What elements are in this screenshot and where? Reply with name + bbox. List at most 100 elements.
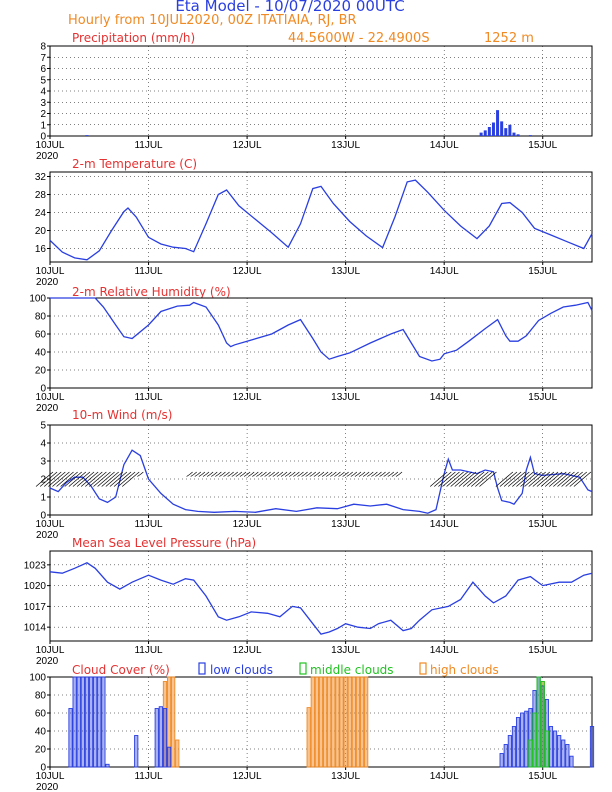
- wind-barb-flag: [378, 471, 382, 475]
- low-cloud-bar: [105, 763, 110, 768]
- precip-bar: [483, 130, 487, 136]
- wind-barb: [321, 474, 326, 477]
- wind-barb: [80, 474, 96, 487]
- wind-barb-flag: [193, 471, 197, 475]
- temp-xtick-label: 12JUL: [233, 266, 262, 277]
- wind-barb-flag: [62, 471, 66, 475]
- wind-barb: [313, 474, 318, 477]
- wind-barb-flag: [242, 471, 247, 475]
- wind-barb-flag: [345, 471, 349, 475]
- low-cloud-bar: [154, 708, 159, 768]
- precip-bar: [85, 135, 89, 136]
- wind-barb-flag: [583, 471, 588, 475]
- wind-barb-flag: [292, 471, 296, 475]
- high-cloud-bar: [339, 676, 344, 768]
- wind-barb: [524, 474, 539, 487]
- low-cloud-bar: [499, 753, 504, 768]
- location-subtitle: Hourly from 10JUL2020, 00Z ITATIAIA, RJ,…: [68, 13, 357, 28]
- wind-barb-flag: [382, 471, 386, 475]
- temp-ytick-label: 20: [35, 226, 47, 237]
- wind-barb: [573, 474, 589, 487]
- wind-barb-flag: [131, 471, 136, 475]
- low-cloud-bar: [134, 735, 139, 768]
- coordinates: 44.5600W - 22.4900S: [288, 31, 430, 46]
- wind-barb: [272, 474, 277, 477]
- wind-barb: [495, 474, 511, 487]
- wind-barb-flag: [530, 471, 534, 475]
- wind-barb: [39, 474, 55, 487]
- wind-barb: [280, 474, 285, 477]
- rh-xtick-label: 11JUL: [134, 392, 163, 403]
- wind-barb: [391, 474, 396, 477]
- precip-ytick-label: 7: [40, 53, 46, 64]
- wind-barb: [442, 474, 457, 487]
- mslp-xtick-label: 13JUL: [331, 645, 360, 656]
- low-cloud-bar: [162, 708, 168, 768]
- wind-barb: [528, 474, 543, 487]
- wind-barb-flag: [226, 471, 230, 475]
- precip-bar: [496, 110, 500, 136]
- wind-barb-flag: [123, 471, 128, 475]
- wind-barb: [268, 474, 272, 477]
- high-cloud-bar: [175, 739, 180, 768]
- wind-barb: [395, 474, 400, 477]
- wind-barb-flag: [485, 471, 489, 475]
- low-cloud-bar: [76, 676, 81, 768]
- wind-barb: [454, 474, 470, 487]
- wind-barb-flag: [517, 471, 522, 475]
- rh-title: 2-m Relative Humidity (%): [72, 285, 231, 299]
- wind-barb-flag: [374, 471, 378, 475]
- rh-year-label: 2020: [36, 403, 59, 414]
- wind-barb: [532, 474, 548, 487]
- wind-xtick-label: 15JUL: [528, 519, 557, 530]
- temp-xtick-label: 10JUL: [36, 266, 65, 277]
- wind-barb-flag: [74, 471, 78, 475]
- wind-barb: [297, 474, 301, 477]
- wind-barb: [93, 474, 108, 487]
- wind-barb: [379, 474, 383, 477]
- rh-xtick-label: 15JUL: [528, 392, 557, 403]
- wind-barb-flag: [472, 471, 477, 475]
- low-cloud-bar: [520, 712, 525, 768]
- wind-barb-flag: [361, 471, 366, 475]
- wind-barb: [520, 474, 535, 487]
- wind-barb-flag: [255, 471, 259, 475]
- wind-ytick-label: 4: [40, 439, 46, 450]
- wind-barb-flag: [115, 471, 119, 475]
- wind-barb-flag: [452, 471, 456, 475]
- precip-ytick-label: 5: [40, 75, 46, 86]
- wind-barb-flag: [567, 471, 571, 475]
- wind-barb: [206, 474, 211, 477]
- wind-barb: [89, 474, 104, 487]
- precip-ytick-label: 2: [40, 109, 46, 120]
- wind-barb: [429, 474, 445, 487]
- wind-xtick-label: 11JUL: [134, 519, 163, 530]
- low-cloud-bar: [97, 676, 102, 768]
- wind-barb: [186, 474, 190, 477]
- cloud-xtick-label: 12JUL: [233, 771, 262, 782]
- cloud-ytick-label: 60: [35, 709, 47, 720]
- rh-xtick-label: 12JUL: [233, 392, 262, 403]
- wind-barb: [466, 474, 482, 487]
- wind-barb: [43, 474, 59, 487]
- wind-barb: [252, 474, 256, 477]
- wind-barb-flag: [296, 471, 300, 475]
- mslp-ytick-label: 1023: [24, 560, 47, 571]
- wind-barb-flag: [66, 471, 70, 475]
- cloud-ytick-label: 80: [35, 691, 47, 702]
- cloud-ytick-label: 100: [29, 673, 46, 684]
- wind-barb-flag: [107, 471, 111, 475]
- rh-series-line: [50, 297, 593, 362]
- wind-barb: [223, 474, 227, 477]
- wind-barb-flag: [550, 471, 555, 475]
- rh-xtick-label: 13JUL: [331, 392, 360, 403]
- wind-barb: [569, 474, 585, 487]
- mslp-xtick-label: 14JUL: [430, 645, 459, 656]
- wind-barb: [371, 474, 375, 477]
- wind-xtick-label: 12JUL: [233, 519, 262, 530]
- wind-barb-flag: [448, 471, 452, 475]
- precip-xtick-label: 13JUL: [331, 140, 360, 151]
- wind-barb-flag: [443, 471, 448, 475]
- mid-cloud-bar: [540, 681, 545, 768]
- high-cloud-bar: [323, 676, 328, 768]
